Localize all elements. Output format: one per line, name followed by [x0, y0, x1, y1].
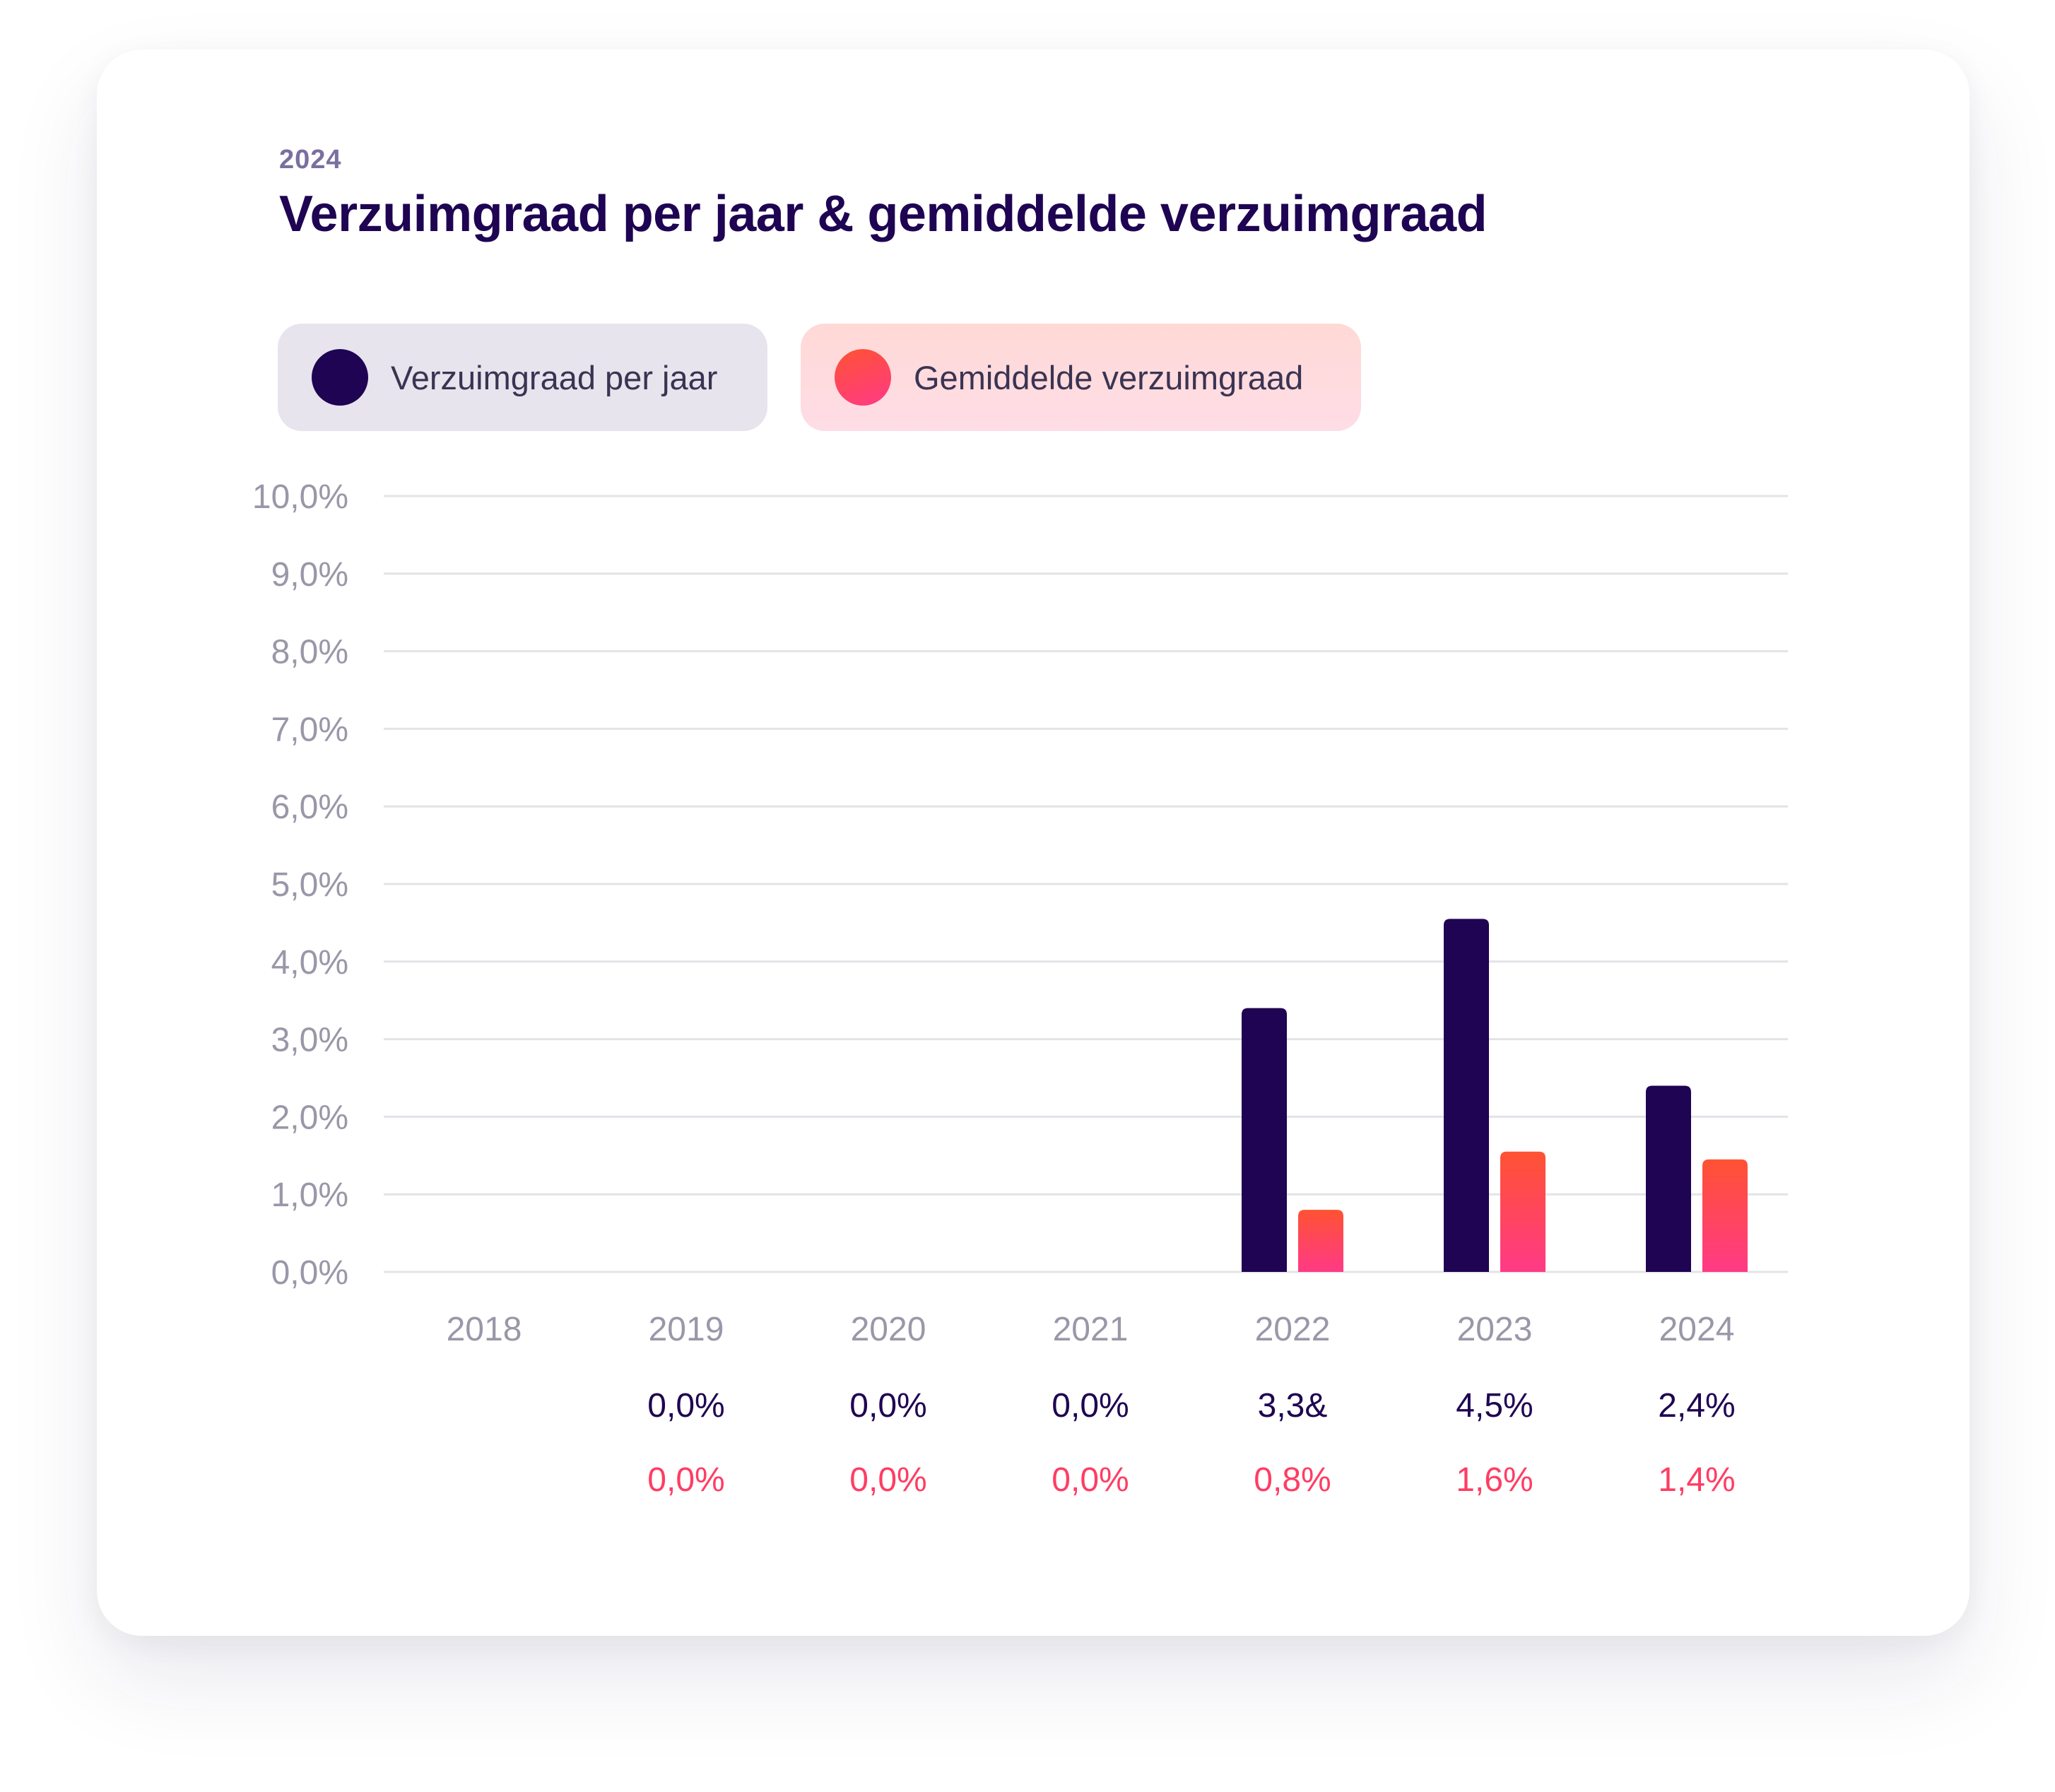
value-label-annual: 0,0% [1052, 1387, 1129, 1425]
bar-annual-2024[interactable] [1646, 1085, 1691, 1272]
x-category-label: 2021 [1053, 1311, 1129, 1348]
bar-annual-2022[interactable] [1242, 1008, 1287, 1272]
legend-swatch-average [835, 349, 891, 406]
legend-item-annual[interactable]: Verzuimgraad per jaar [278, 324, 767, 431]
y-tick-label: 9,0% [271, 556, 348, 594]
y-tick-label: 6,0% [271, 789, 348, 826]
value-label-annual: 2,4% [1658, 1387, 1735, 1425]
x-category-label: 2022 [1255, 1311, 1331, 1348]
legend-item-average[interactable]: Gemiddelde verzuimgraad [801, 324, 1361, 431]
x-category-label: 2019 [649, 1311, 724, 1348]
chart-eyebrow-year: 2024 [279, 145, 342, 175]
value-label-annual: 0,0% [849, 1387, 926, 1425]
bars [1242, 919, 1748, 1272]
grid-lines [384, 495, 1788, 1273]
y-tick-label: 2,0% [271, 1099, 348, 1136]
y-tick-label: 5,0% [271, 866, 348, 904]
y-tick-label: 7,0% [271, 711, 348, 748]
y-tick-label: 3,0% [271, 1022, 348, 1059]
bar-average-2024[interactable] [1702, 1159, 1748, 1272]
value-label-annual: 0,0% [647, 1387, 724, 1425]
legend-label-annual: Verzuimgraad per jaar [391, 358, 718, 396]
annual-value-labels: 0,0% 0,0% 0,0% 3,3& 4,5% 2,4% [647, 1387, 1735, 1425]
value-label-average: 1,4% [1658, 1461, 1735, 1499]
value-label-annual: 3,3& [1258, 1387, 1328, 1425]
legend-label-average: Gemiddelde verzuimgraad [914, 358, 1304, 396]
bar-average-2022[interactable] [1298, 1210, 1343, 1272]
y-tick-label: 0,0% [271, 1254, 348, 1292]
y-tick-label: 8,0% [271, 634, 348, 671]
x-category-label: 2023 [1457, 1311, 1533, 1348]
y-tick-label: 4,0% [271, 944, 348, 982]
x-category-label: 2020 [851, 1311, 926, 1348]
x-category-label: 2018 [447, 1311, 522, 1348]
chart-card [97, 49, 1969, 1636]
value-label-average: 0,8% [1254, 1461, 1331, 1499]
y-tick-label: 1,0% [271, 1177, 348, 1214]
bar-average-2023[interactable] [1500, 1151, 1545, 1272]
chart-title: Verzuimgraad per jaar & gemiddelde verzu… [279, 186, 1488, 242]
value-label-average: 0,0% [647, 1461, 724, 1499]
legend-swatch-annual [312, 349, 368, 406]
y-tick-label: 10,0% [252, 478, 348, 516]
average-value-labels: 0,0% 0,0% 0,0% 0,8% 1,6% 1,4% [647, 1461, 1735, 1499]
bar-annual-2023[interactable] [1444, 919, 1489, 1272]
value-label-average: 0,0% [849, 1461, 926, 1499]
value-label-average: 0,0% [1052, 1461, 1129, 1499]
x-category-label: 2024 [1659, 1311, 1735, 1348]
y-axis-ticks: 0,0% 1,0% 2,0% 3,0% 4,0% 5,0% 6,0% 7,0% 8,0% 9,0%… [252, 478, 348, 1292]
value-label-annual: 4,5% [1456, 1387, 1533, 1425]
x-axis-categories: 2018 2019 2020 2021 2022 2023 2024 [447, 1311, 1735, 1348]
value-label-average: 1,6% [1456, 1461, 1533, 1499]
